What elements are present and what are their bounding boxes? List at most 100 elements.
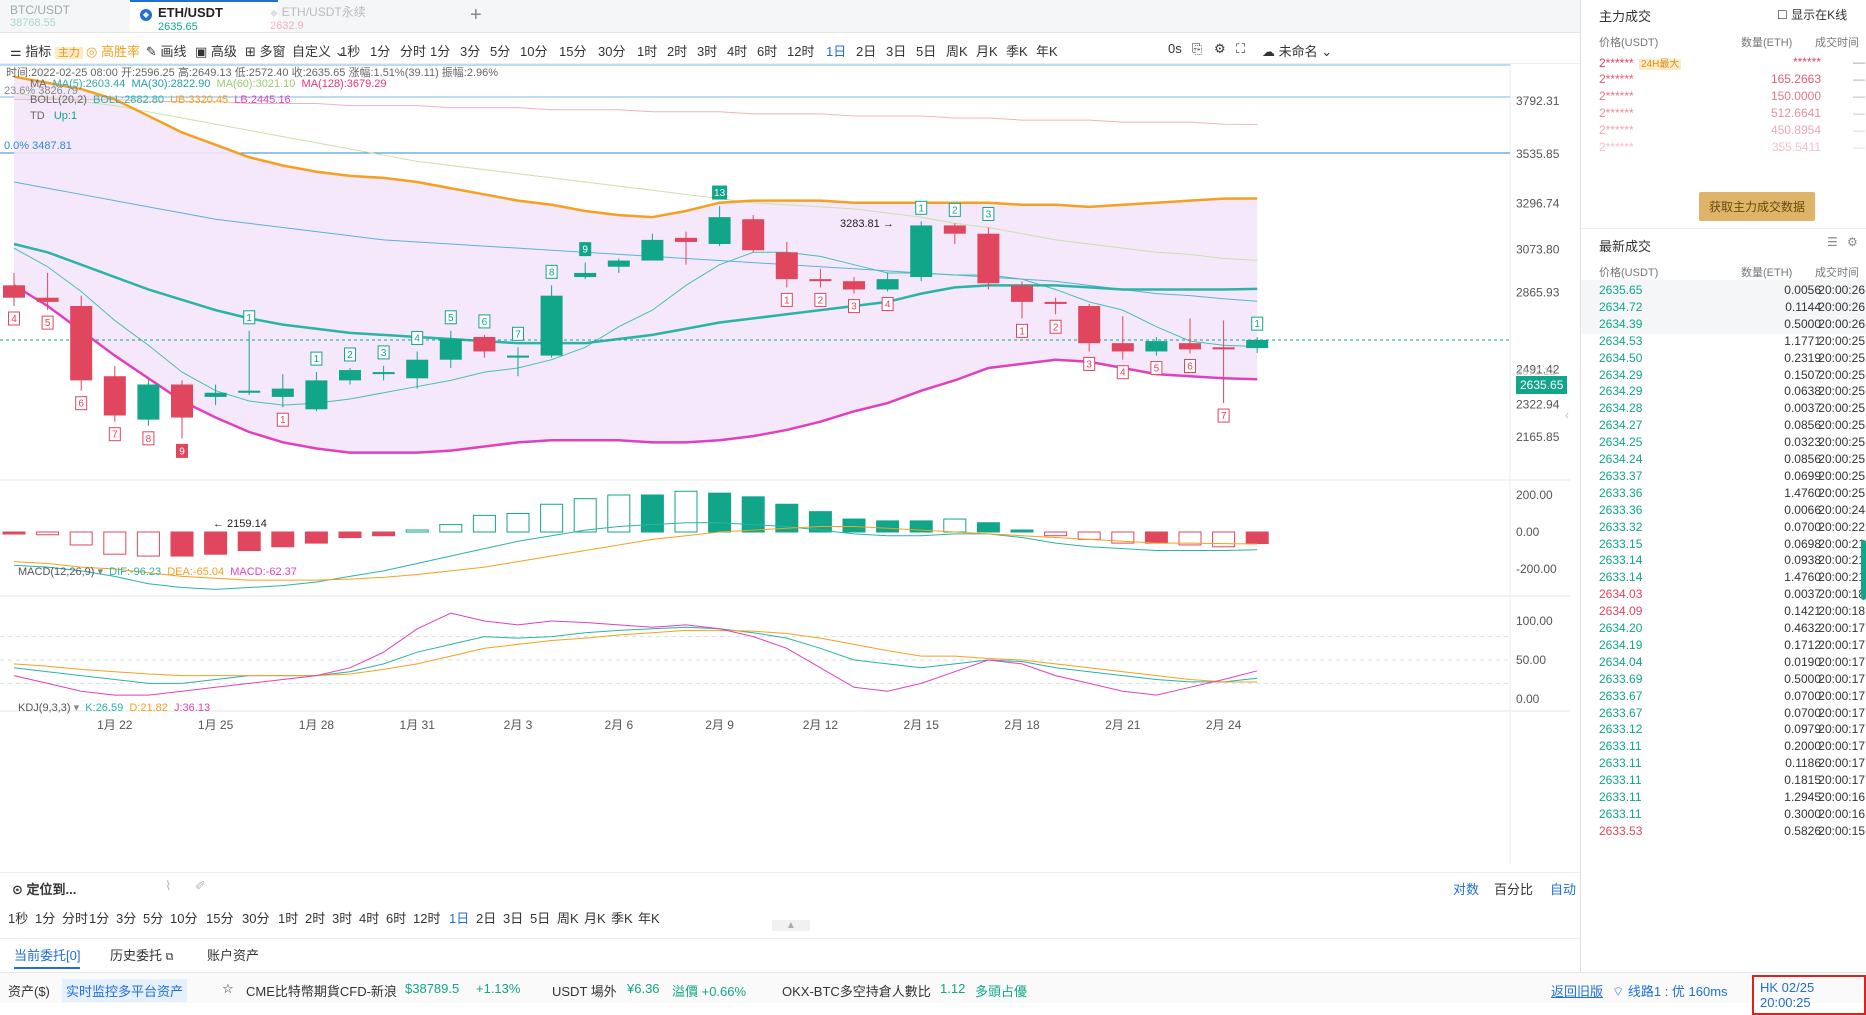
locate-button[interactable]: ⊙ 定位到... [12, 882, 77, 897]
interval-19[interactable]: 周K [557, 911, 579, 926]
wifi-icon: ⌔ [1612, 984, 1625, 999]
interval-16[interactable]: 2日 [476, 911, 497, 926]
macd-dif-line [13, 522, 1258, 590]
usdt-otc-label: USDT 場外 [552, 984, 617, 999]
interval-2[interactable]: 分时 [62, 911, 89, 926]
monitor-assets-button[interactable]: 实时监控多平台资产 [62, 979, 188, 1002]
interval-17[interactable]: 3日 [503, 911, 524, 926]
tab-btc-usdt[interactable]: BTC/USDT 38768.55 [0, 0, 148, 32]
interval-5[interactable]: 5分 [490, 44, 511, 59]
percent-scale-button[interactable]: 百分比 [1494, 882, 1534, 897]
kline-chart[interactable]: 4 5 6 7 8 9 1 1 1 2 3 4 5 6 7 8 9 13 1 2 3 4 1 2 3 1 2 3 4 5 6 7 1 3792.3… [0, 63, 1580, 865]
add-tab-icon[interactable]: + [470, 4, 482, 26]
latest-trades-title: 最新成交 [1599, 239, 1652, 254]
interval-13[interactable]: 6时 [386, 911, 407, 926]
multi-window-button[interactable]: ⊞ 多窗 [245, 44, 286, 59]
interval-5[interactable]: 5分 [143, 911, 164, 926]
log-scale-button[interactable]: 对数 [1453, 882, 1480, 897]
interval-11[interactable]: 3时 [697, 44, 718, 59]
interval-11[interactable]: 3时 [332, 911, 353, 926]
main-trade-row: 2****** 450.8954— [1599, 123, 1865, 137]
fib-top-label: 23.6% 3826.79 [4, 85, 79, 97]
ohlc-info: 时间:2022-02-25 08:00 开:2596.25 高:2649.13 … [6, 67, 499, 79]
interval-10[interactable]: 2时 [667, 44, 688, 59]
interval-9[interactable]: 1时 [278, 911, 299, 926]
show-in-kline-checkbox[interactable]: ☐ 显示在K线 [1777, 8, 1848, 22]
latest-trades-list[interactable]: 2635.65 0.0056 20:00:26 2634.72 0.1144 20:00:… [1581, 280, 1866, 970]
interval-21[interactable]: 季K [611, 911, 633, 926]
interval-18[interactable]: 5日 [916, 44, 937, 59]
fetch-main-trades-button[interactable]: 获取主力成交数据 [1699, 192, 1816, 221]
interval-20[interactable]: 月K [976, 44, 998, 59]
interval-19[interactable]: 周K [946, 44, 968, 59]
interval-4[interactable]: 3分 [116, 911, 137, 926]
interval-7[interactable]: 15分 [559, 44, 587, 59]
interval-12[interactable]: 4时 [727, 44, 748, 59]
tab-symbol: ETH/USDT [158, 5, 223, 20]
interval-14[interactable]: 12时 [413, 911, 441, 926]
gear-icon[interactable]: ⚙ [1847, 235, 1858, 249]
interval-1[interactable]: 1分 [370, 44, 391, 59]
interval-13[interactable]: 6时 [757, 44, 778, 59]
interval-0[interactable]: 1秒 [340, 44, 361, 59]
interval-12[interactable]: 4时 [359, 911, 380, 926]
indicators-button[interactable]: ⚌ 指标 主力 [10, 41, 83, 60]
interval-20[interactable]: 月K [584, 911, 606, 926]
interval-15[interactable]: 1日 [449, 911, 470, 926]
fullscreen-icon[interactable]: ⛶ [1236, 41, 1246, 56]
interval-22[interactable]: 年K [638, 911, 660, 926]
advanced-button[interactable]: ▣ 高级 [195, 44, 237, 59]
chart-canvas[interactable]: 4 5 6 7 8 9 1 1 1 2 3 4 5 6 7 8 9 13 1 2 3 4 1 2 3 1 2 3 4 5 6 7 1 3792.3… [0, 63, 1580, 865]
connection-status[interactable]: ⌔ 线路1 : 优 160ms [1612, 984, 1728, 999]
interval-9[interactable]: 1时 [637, 44, 658, 59]
interval-17[interactable]: 3日 [886, 44, 907, 59]
collapse-panel-icon: ‹ [1565, 408, 1569, 422]
interval-0[interactable]: 1秒 [8, 911, 29, 926]
interval-7[interactable]: 15分 [206, 911, 234, 926]
interval-3[interactable]: 1分 [430, 44, 451, 59]
interval-3[interactable]: 1分 [89, 911, 110, 926]
interval-8[interactable]: 30分 [242, 911, 270, 926]
interval-8[interactable]: 30分 [598, 44, 626, 59]
interval-16[interactable]: 2日 [856, 44, 877, 59]
tab-history-orders[interactable]: 历史委托 ⧉ [110, 948, 174, 963]
slider-handle-icon[interactable]: ⌇ [165, 878, 172, 893]
tab-eth-usdt-perp[interactable]: ◆ ETH/USDT永续 2632.9 [260, 0, 408, 32]
list-icon[interactable]: ☰ [1827, 235, 1838, 249]
custom-button[interactable]: 自定义 ⌄ [292, 44, 346, 59]
interval-22[interactable]: 年K [1036, 44, 1058, 59]
star-icon[interactable]: ☆ [222, 981, 234, 996]
draw-button[interactable]: ✎ 画线 [146, 44, 187, 59]
tab-price: 38768.55 [10, 17, 56, 29]
td-label-box [1049, 319, 1062, 334]
cme-change: +1.13% [476, 981, 521, 996]
interval-2[interactable]: 分时 [400, 44, 427, 59]
tab-current-orders[interactable]: 当前委托[0] [14, 945, 81, 969]
macd-legend: MACD(12,26,9) ▾ DIF:-96.23 DEA:-65.04 MA… [18, 566, 297, 578]
layout-name-button[interactable]: ☁ 未命名 ⌄ [1262, 44, 1333, 59]
interval-1[interactable]: 1分 [35, 911, 56, 926]
interval-18[interactable]: 5日 [530, 911, 551, 926]
interval-4[interactable]: 3分 [460, 44, 481, 59]
td-label-box [41, 315, 54, 330]
tab-account-assets[interactable]: 账户资产 [207, 948, 260, 963]
interval-15[interactable]: 1日 [826, 44, 847, 59]
macd-bar [1044, 531, 1068, 537]
interval-21[interactable]: 季K [1006, 44, 1028, 59]
interval-10[interactable]: 2时 [305, 911, 326, 926]
main-trade-row: 2****** 165.2663— [1599, 72, 1865, 86]
macd-bar [876, 520, 900, 533]
auto-scale-button[interactable]: 自动 [1550, 882, 1577, 897]
trade-row: 2634.20 0.4632 20:00:17 [1599, 621, 1865, 635]
winrate-button[interactable]: ◎ 高胜率 [86, 44, 140, 59]
interval-6[interactable]: 10分 [170, 911, 198, 926]
interval-14[interactable]: 12时 [787, 44, 815, 59]
trades-scrollbar[interactable] [1861, 540, 1866, 600]
screenshot-icon[interactable]: ⎘ [1192, 41, 1203, 56]
back-old-version-link[interactable]: 返回旧版 [1551, 984, 1604, 999]
interval-6[interactable]: 10分 [520, 44, 548, 59]
gear-icon[interactable]: ⚙ [1214, 41, 1226, 56]
tab-eth-usdt[interactable]: ◆ ETH/USDT 2635.65 [130, 0, 278, 33]
collapse-handle-icon[interactable]: ▲ [772, 920, 810, 931]
edit-icon[interactable]: ✐ [195, 878, 206, 893]
